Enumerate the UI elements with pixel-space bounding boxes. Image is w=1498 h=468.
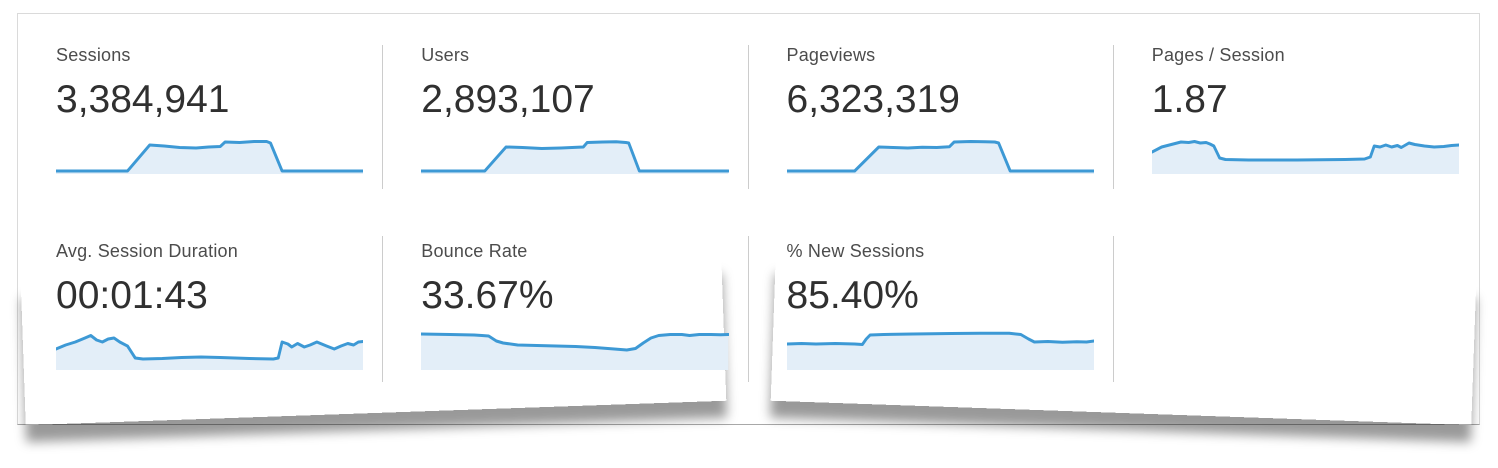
sparkline-chart <box>421 140 729 174</box>
sparkline-line <box>56 140 364 173</box>
sparkline-area-fill <box>1151 141 1459 174</box>
metric-card-pageviews[interactable]: Pageviews 6,323,319 <box>749 14 1115 220</box>
metric-card-users[interactable]: Users 2,893,107 <box>383 14 749 220</box>
sparkline-line <box>1151 140 1459 162</box>
sparkline-area-fill <box>421 141 729 174</box>
sparkline-area-fill <box>786 141 1094 174</box>
metric-label: Users <box>421 45 470 65</box>
sparkline-chart <box>56 334 364 370</box>
metric-label: % New Sessions <box>786 241 925 261</box>
metric-card-avg-session-duration[interactable]: Avg. Session Duration 00:01:43 <box>18 220 384 424</box>
sparkline-chart <box>786 140 1094 174</box>
metric-label: Pageviews <box>786 45 876 65</box>
sparkline-line <box>56 334 364 361</box>
sparkline-chart <box>421 332 729 370</box>
metric-label: Pages / Session <box>1151 45 1285 65</box>
metric-value: 85.40% <box>786 274 919 317</box>
metric-value: 1.87 <box>1151 78 1228 121</box>
metric-value: 3,384,941 <box>56 78 230 121</box>
sparkline-line <box>421 332 729 352</box>
sparkline-chart <box>1151 140 1459 174</box>
metric-label: Avg. Session Duration <box>56 241 238 261</box>
sparkline-chart <box>786 331 1094 370</box>
metric-card-pct-new-sessions[interactable]: % New Sessions 85.40% <box>749 220 1115 424</box>
metric-label: Bounce Rate <box>421 241 528 261</box>
sparkline-line <box>786 140 1094 173</box>
sparkline-line <box>421 140 729 173</box>
metric-value: 6,323,319 <box>786 78 961 121</box>
analytics-summary-panel: Sessions 3,384,941 Users 2,893,107 Pagev… <box>17 13 1480 425</box>
sparkline-line <box>786 331 1094 346</box>
metric-value: 00:01:43 <box>56 274 208 317</box>
metric-grid: Sessions 3,384,941 Users 2,893,107 Pagev… <box>18 14 1479 424</box>
sparkline-chart <box>56 140 364 174</box>
sparkline-area-fill <box>421 334 729 370</box>
metric-card-pages-per-session[interactable]: Pages / Session 1.87 <box>1114 14 1479 220</box>
metric-label: Sessions <box>56 45 131 65</box>
metric-card-sessions[interactable]: Sessions 3,384,941 <box>18 14 384 220</box>
empty-cell <box>1114 220 1479 424</box>
metric-value: 33.67% <box>421 274 554 317</box>
metric-card-bounce-rate[interactable]: Bounce Rate 33.67% <box>383 220 749 424</box>
sparkline-area-fill <box>786 333 1094 370</box>
metric-value: 2,893,107 <box>421 78 595 121</box>
